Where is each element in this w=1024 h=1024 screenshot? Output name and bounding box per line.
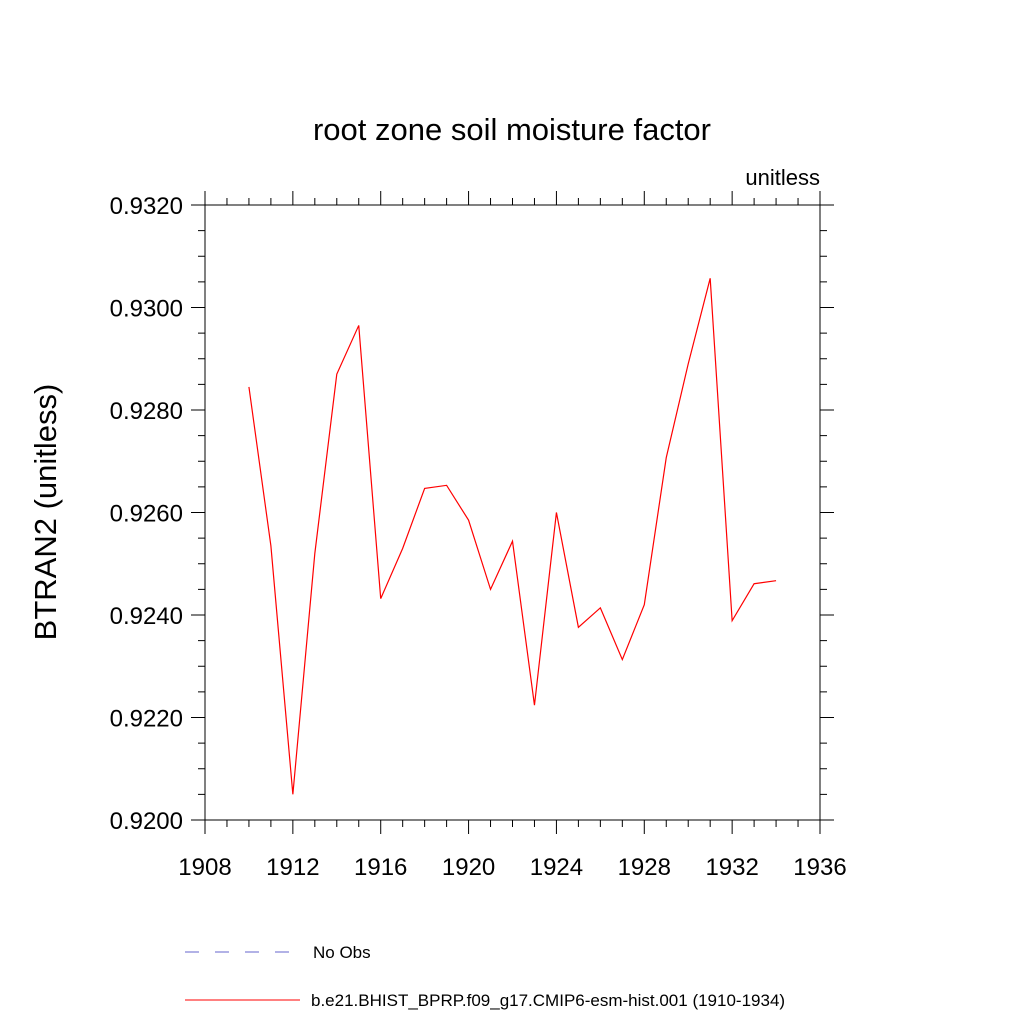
y-tick-label: 0.9300 bbox=[110, 296, 183, 323]
plot-frame bbox=[204, 204, 821, 821]
units-label: unitless bbox=[745, 165, 820, 190]
x-tick-label: 1932 bbox=[705, 854, 758, 881]
x-tick-label: 1936 bbox=[793, 854, 846, 881]
y-tick-label: 0.9280 bbox=[110, 398, 183, 425]
x-tick-label: 1924 bbox=[530, 854, 583, 881]
chart-title: root zone soil moisture factor bbox=[313, 112, 711, 147]
x-tick-label: 1928 bbox=[618, 854, 671, 881]
y-tick-label: 0.9220 bbox=[110, 706, 183, 733]
series-group bbox=[248, 278, 777, 795]
legend-label: No Obs bbox=[313, 943, 371, 962]
axis-ticks bbox=[191, 191, 834, 834]
series-line bbox=[248, 278, 777, 795]
axis-tick-labels: 1908 1912 1916 1920 1924 1928 1932 1936 0.9200 0.… bbox=[110, 193, 847, 881]
x-tick-label: 1920 bbox=[442, 854, 495, 881]
legend-label: b.e21.BHIST_BPRP.f09_g17.CMIP6-esm-hist.… bbox=[311, 991, 785, 1010]
y-tick-label: 0.9200 bbox=[110, 808, 183, 835]
legend: No Obs b.e21.BHIST_BPRP.f09_g17.CMIP6-esm… bbox=[185, 943, 785, 1010]
y-axis-label: BTRAN2 (unitless) bbox=[28, 384, 63, 641]
y-tick-label: 0.9320 bbox=[110, 193, 183, 220]
x-tick-label: 1908 bbox=[178, 854, 231, 881]
y-tick-label: 0.9260 bbox=[110, 501, 183, 528]
y-tick-label: 0.9240 bbox=[110, 603, 183, 630]
x-tick-label: 1912 bbox=[266, 854, 319, 881]
x-tick-label: 1916 bbox=[354, 854, 407, 881]
